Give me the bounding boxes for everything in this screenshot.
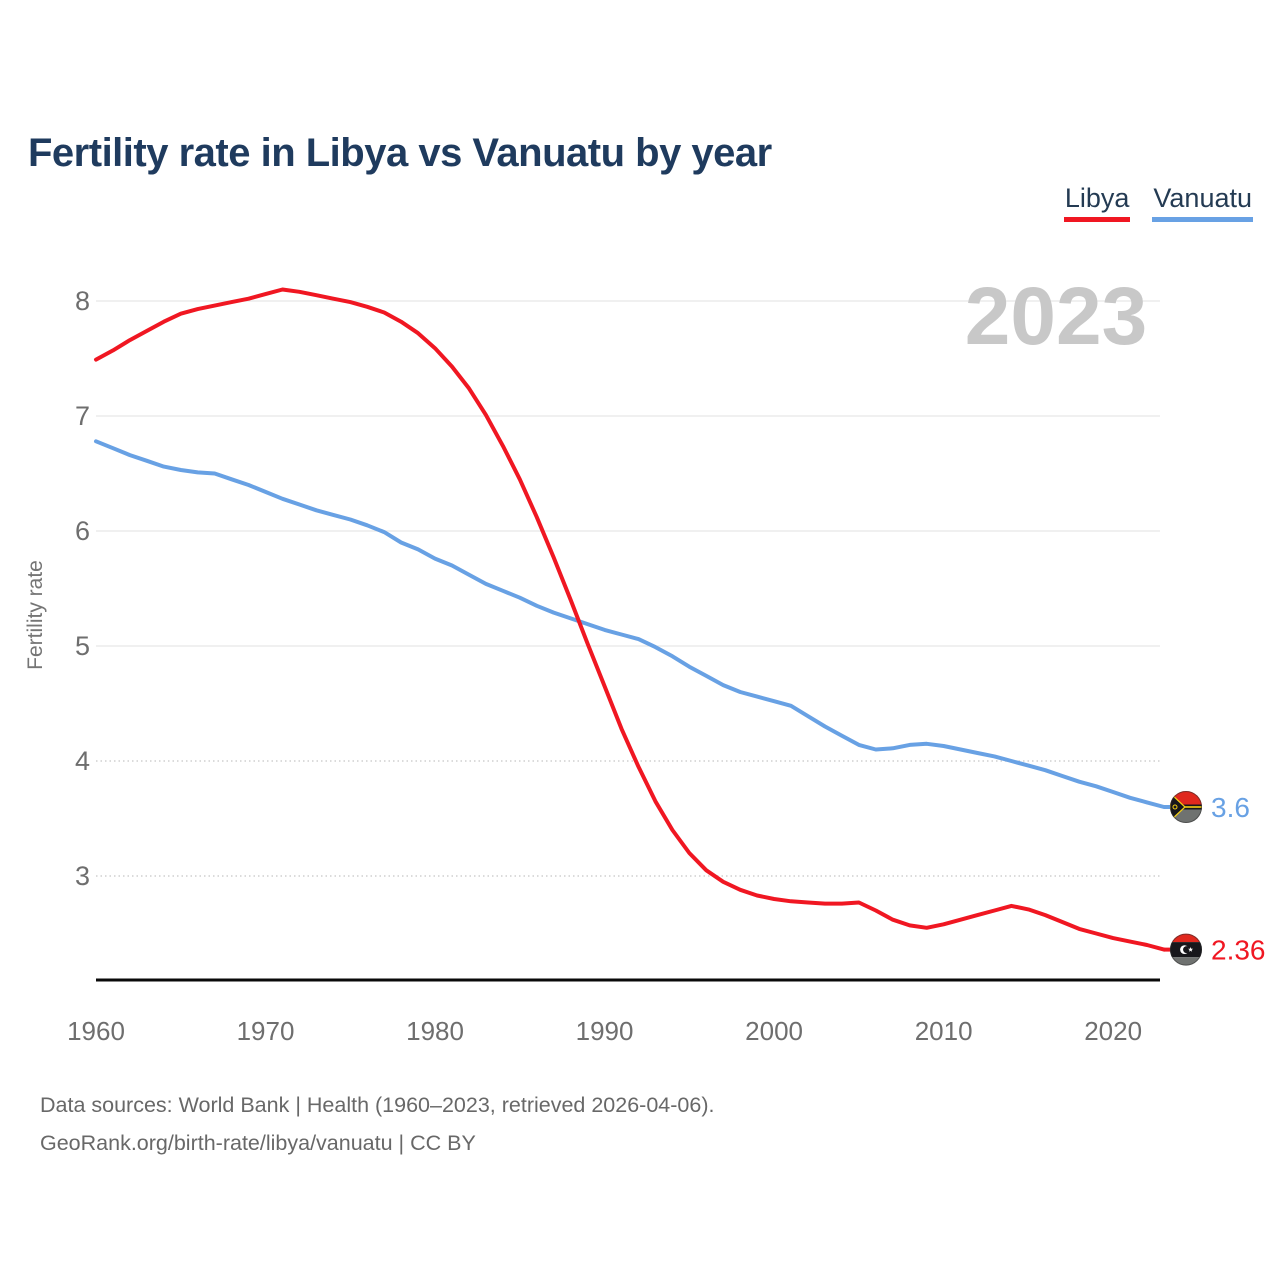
y-tick-label-5: 5 [75,631,90,661]
flag-ring-libya [1170,933,1202,966]
legend-item-vanuatu[interactable]: Vanuatu [1152,183,1253,222]
footer-sources-line: Data sources: World Bank | Health (1960–… [40,1093,715,1117]
x-tick-label-1980: 1980 [406,1016,464,1046]
y-tick-label-4: 4 [75,746,90,776]
legend: Libya Vanuatu [1063,183,1253,222]
x-tick-label-1990: 1990 [576,1016,634,1046]
x-tick-label-2020: 2020 [1084,1016,1142,1046]
flag-icon-libya [1170,933,1202,966]
x-tick-label-1960: 1960 [67,1016,125,1046]
y-tick-label-3: 3 [75,861,90,891]
y-tick-label-8: 8 [75,286,90,316]
page-title: Fertility rate in Libya vs Vanuatu by ye… [28,130,772,175]
legend-item-libya[interactable]: Libya [1063,183,1131,222]
x-tick-label-2000: 2000 [745,1016,803,1046]
footer-attribution-line: GeoRank.org/birth-rate/libya/vanuatu | C… [40,1131,476,1155]
x-tick-label-1970: 1970 [237,1016,295,1046]
x-tick-label-2010: 2010 [915,1016,973,1046]
watermark-year: 2023 [965,271,1147,362]
footer: Data sources: World Bank | Health (1960–… [40,1086,714,1162]
flag-ring-vanuatu [1170,791,1202,823]
end-value-label-vanuatu: 3.6 [1211,792,1250,823]
y-tick-label-6: 6 [75,516,90,546]
y-axis-title: Fertility rate [24,560,47,670]
end-value-label-libya: 2.36 [1211,935,1266,966]
series-line-vanuatu[interactable] [94,439,1166,809]
series-line-libya[interactable] [94,287,1166,952]
flag-icon-vanuatu [1170,791,1202,823]
y-tick-label-7: 7 [75,401,90,431]
